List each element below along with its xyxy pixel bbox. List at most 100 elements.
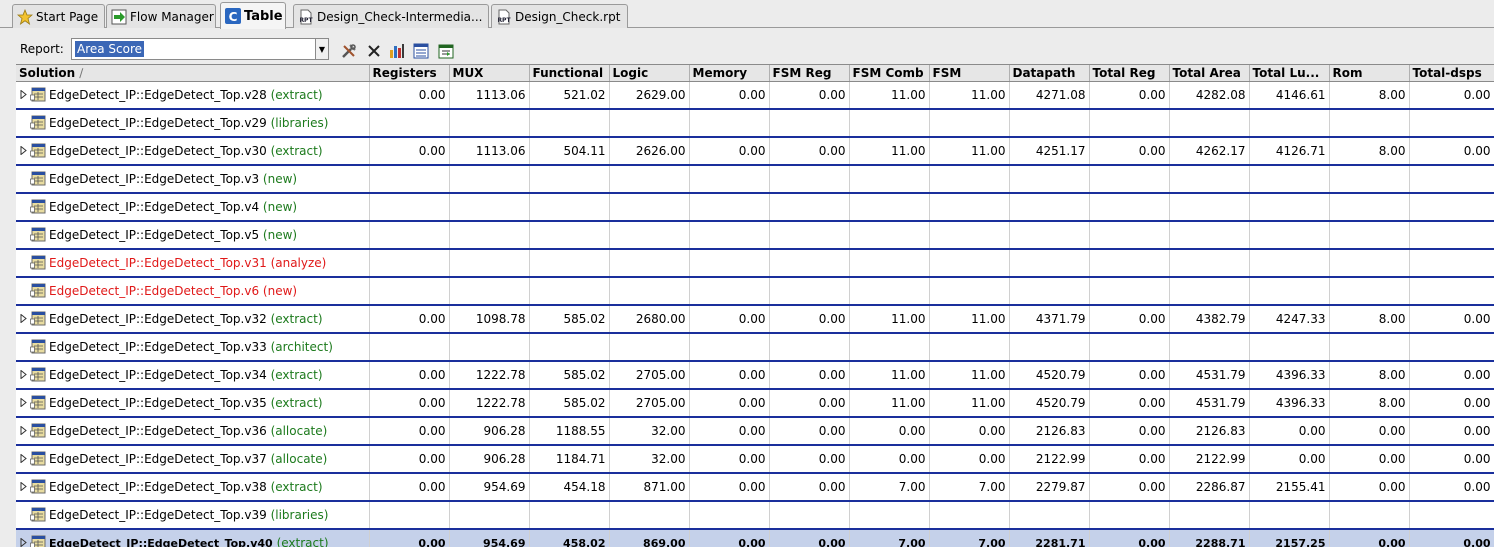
column-header-total-reg[interactable]: Total Reg [1089, 65, 1169, 82]
cell-registers [369, 109, 449, 137]
solution-icon [30, 282, 46, 301]
delete-icon[interactable] [365, 42, 383, 60]
column-header-fsm[interactable]: FSM [929, 65, 1009, 82]
tab-flow-manager[interactable]: Flow Manager [106, 4, 216, 28]
solution-cell[interactable]: EdgeDetect_IP::EdgeDetect_Top.v40 (extra… [16, 529, 369, 547]
table-row[interactable]: EdgeDetect_IP::EdgeDetect_Top.v5 (new) [16, 221, 1494, 249]
table-row[interactable]: EdgeDetect_IP::EdgeDetect_Top.v33 (archi… [16, 333, 1494, 361]
table-row[interactable]: EdgeDetect_IP::EdgeDetect_Top.v30 (extra… [16, 137, 1494, 165]
table-row[interactable]: EdgeDetect_IP::EdgeDetect_Top.v29 (libra… [16, 109, 1494, 137]
cell-functional: 585.02 [529, 389, 609, 417]
table-row[interactable]: EdgeDetect_IP::EdgeDetect_Top.v36 (alloc… [16, 417, 1494, 445]
expand-arrow-icon[interactable] [20, 90, 30, 102]
column-header-rom[interactable]: Rom [1329, 65, 1409, 82]
solution-cell[interactable]: EdgeDetect_IP::EdgeDetect_Top.v35 (extra… [16, 389, 369, 417]
column-header-mux[interactable]: MUX [449, 65, 529, 82]
table-row[interactable]: EdgeDetect_IP::EdgeDetect_Top.v39 (libra… [16, 501, 1494, 529]
cell-total-reg [1089, 193, 1169, 221]
export-table-icon[interactable] [437, 42, 455, 60]
bar-chart-icon[interactable] [388, 42, 406, 60]
solution-cell[interactable]: EdgeDetect_IP::EdgeDetect_Top.v30 (extra… [16, 137, 369, 165]
table-row[interactable]: EdgeDetect_IP::EdgeDetect_Top.v37 (alloc… [16, 445, 1494, 473]
column-header-label: Datapath [1013, 66, 1076, 80]
cell-total-area: 2288.71 [1169, 529, 1249, 547]
expand-arrow-icon[interactable] [20, 370, 30, 382]
cell-fsm-reg: 0.00 [769, 417, 849, 445]
column-header-total-dsps[interactable]: Total-dsps [1409, 65, 1494, 82]
column-header-solution[interactable]: Solution∕ [16, 65, 369, 82]
cell-total-dsps [1409, 333, 1494, 361]
column-header-datapath[interactable]: Datapath [1009, 65, 1089, 82]
solution-cell[interactable]: EdgeDetect_IP::EdgeDetect_Top.v3 (new) [16, 165, 369, 193]
star-icon [17, 9, 33, 25]
column-header-label: Functional [533, 66, 604, 80]
cell-total-reg [1089, 277, 1169, 305]
cell-memory [689, 165, 769, 193]
cell-fsm-comb [849, 277, 929, 305]
chevron-down-icon[interactable]: ▼ [315, 39, 328, 59]
solution-cell[interactable]: EdgeDetect_IP::EdgeDetect_Top.v5 (new) [16, 221, 369, 249]
table-row[interactable]: EdgeDetect_IP::EdgeDetect_Top.v40 (extra… [16, 529, 1494, 547]
table-row[interactable]: EdgeDetect_IP::EdgeDetect_Top.v38 (extra… [16, 473, 1494, 501]
column-header-fsm-comb[interactable]: FSM Comb [849, 65, 929, 82]
column-header-total-lu[interactable]: Total Lu... [1249, 65, 1329, 82]
cell-logic [609, 165, 689, 193]
cell-total-lu [1249, 221, 1329, 249]
solution-cell[interactable]: EdgeDetect_IP::EdgeDetect_Top.v31 (analy… [16, 249, 369, 277]
cell-memory [689, 501, 769, 529]
solution-icon [30, 226, 46, 245]
cell-functional [529, 501, 609, 529]
solution-cell[interactable]: EdgeDetect_IP::EdgeDetect_Top.v39 (libra… [16, 501, 369, 529]
table-row[interactable]: EdgeDetect_IP::EdgeDetect_Top.v28 (extra… [16, 82, 1494, 110]
solution-cell[interactable]: EdgeDetect_IP::EdgeDetect_Top.v38 (extra… [16, 473, 369, 501]
solution-cell[interactable]: EdgeDetect_IP::EdgeDetect_Top.v33 (archi… [16, 333, 369, 361]
table-row[interactable]: EdgeDetect_IP::EdgeDetect_Top.v3 (new) [16, 165, 1494, 193]
tab-start-page[interactable]: Start Page [12, 4, 105, 28]
table-row[interactable]: EdgeDetect_IP::EdgeDetect_Top.v31 (analy… [16, 249, 1494, 277]
solution-cell[interactable]: EdgeDetect_IP::EdgeDetect_Top.v4 (new) [16, 193, 369, 221]
column-header-total-area[interactable]: Total Area [1169, 65, 1249, 82]
column-header-memory[interactable]: Memory [689, 65, 769, 82]
expand-arrow-icon[interactable] [20, 146, 30, 158]
expand-arrow-icon[interactable] [20, 482, 30, 494]
cell-fsm-reg [769, 165, 849, 193]
configure-icon[interactable] [340, 42, 358, 60]
cell-fsm-comb: 11.00 [849, 389, 929, 417]
solution-cell[interactable]: EdgeDetect_IP::EdgeDetect_Top.v28 (extra… [16, 82, 369, 110]
cell-logic [609, 221, 689, 249]
expand-arrow-icon[interactable] [20, 314, 30, 326]
cell-total-lu: 2155.41 [1249, 473, 1329, 501]
table-row[interactable]: EdgeDetect_IP::EdgeDetect_Top.v35 (extra… [16, 389, 1494, 417]
cell-rom: 8.00 [1329, 389, 1409, 417]
solution-cell[interactable]: EdgeDetect_IP::EdgeDetect_Top.v6 (new) [16, 277, 369, 305]
expand-arrow-icon[interactable] [20, 398, 30, 410]
cell-total-dsps: 0.00 [1409, 445, 1494, 473]
solution-cell[interactable]: EdgeDetect_IP::EdgeDetect_Top.v32 (extra… [16, 305, 369, 333]
table-row[interactable]: EdgeDetect_IP::EdgeDetect_Top.v6 (new) [16, 277, 1494, 305]
table-row[interactable]: EdgeDetect_IP::EdgeDetect_Top.v4 (new) [16, 193, 1494, 221]
solution-cell[interactable]: EdgeDetect_IP::EdgeDetect_Top.v37 (alloc… [16, 445, 369, 473]
column-header-logic[interactable]: Logic [609, 65, 689, 82]
table-row[interactable]: EdgeDetect_IP::EdgeDetect_Top.v34 (extra… [16, 361, 1494, 389]
report-select[interactable]: Area Score ▼ [71, 38, 329, 60]
table-row[interactable]: EdgeDetect_IP::EdgeDetect_Top.v32 (extra… [16, 305, 1494, 333]
solution-stage: (libraries) [271, 508, 329, 522]
cell-total-lu [1249, 193, 1329, 221]
cell-functional [529, 277, 609, 305]
cell-datapath: 2126.83 [1009, 417, 1089, 445]
expand-arrow-icon[interactable] [20, 454, 30, 466]
column-header-registers[interactable]: Registers [369, 65, 449, 82]
cell-datapath: 2281.71 [1009, 529, 1089, 547]
cell-fsm: 11.00 [929, 82, 1009, 110]
solution-cell[interactable]: EdgeDetect_IP::EdgeDetect_Top.v29 (libra… [16, 109, 369, 137]
column-header-functional[interactable]: Functional [529, 65, 609, 82]
expand-arrow-icon[interactable] [20, 426, 30, 438]
cell-memory: 0.00 [689, 305, 769, 333]
column-header-fsm-reg[interactable]: FSM Reg [769, 65, 849, 82]
solution-cell[interactable]: EdgeDetect_IP::EdgeDetect_Top.v34 (extra… [16, 361, 369, 389]
solution-cell[interactable]: EdgeDetect_IP::EdgeDetect_Top.v36 (alloc… [16, 417, 369, 445]
column-chart-icon[interactable] [412, 42, 430, 60]
